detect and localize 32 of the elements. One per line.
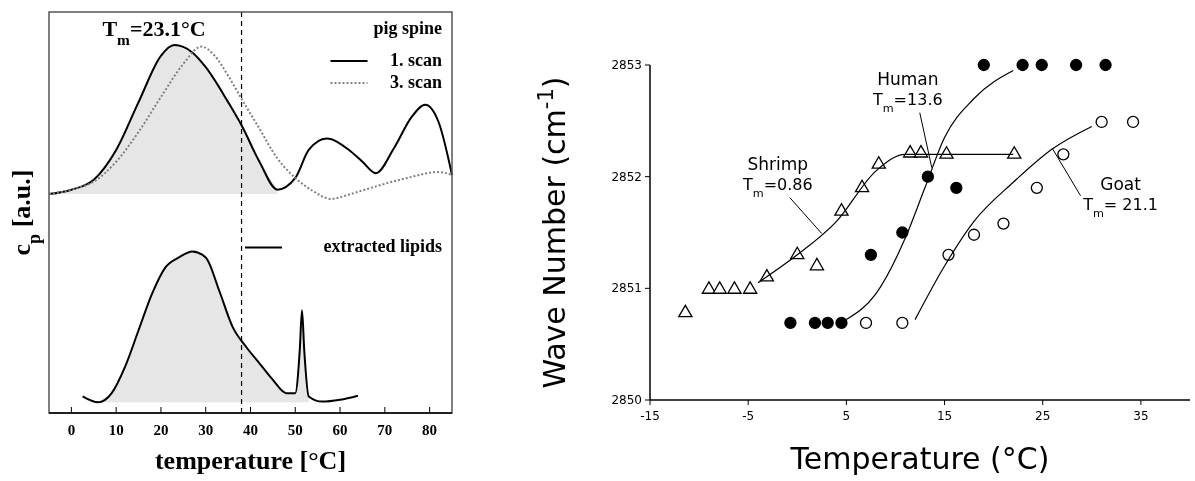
- x-tick-label: 50: [287, 422, 303, 438]
- x-tick-label: -5: [742, 409, 755, 423]
- y-tick-label: 2853: [611, 58, 642, 72]
- x-tick-label: 35: [1133, 409, 1149, 423]
- x-tick-label: 10: [108, 422, 124, 438]
- y-tick-label: 2852: [611, 169, 642, 184]
- text: Goat: [1100, 173, 1142, 194]
- legend-title: pig spine: [373, 18, 443, 38]
- x-tick-label: 15: [936, 409, 953, 423]
- y-tick-label: 2850: [611, 393, 642, 407]
- x-tick-label: 5: [842, 409, 851, 423]
- x-tick-label: 70: [377, 422, 393, 438]
- legend-label: 3. scan: [389, 72, 442, 92]
- x-tick-label: 60: [332, 422, 348, 438]
- y-tick-label: 2851: [611, 281, 642, 296]
- text: Human: [877, 68, 939, 89]
- annotation: T$_{m}$=13.6: [871, 89, 943, 115]
- x-tick-label: 40: [243, 422, 258, 438]
- annotation: T$_{m}$=23.1°C: [102, 16, 206, 48]
- legend-label: 1. scan: [389, 50, 442, 70]
- x-axis-title: temperature [°C]: [154, 446, 347, 475]
- annotation: T$_{m}$= 21.1: [1082, 194, 1158, 220]
- x-tick-label: 0: [67, 422, 76, 438]
- x-tick-label: 25: [1035, 409, 1051, 423]
- x-tick-label: 20: [153, 422, 169, 438]
- x-tick-label: 30: [198, 422, 214, 438]
- legend-label: extracted lipids: [323, 236, 442, 257]
- annotation: T$_{m}$=0.86: [741, 174, 813, 200]
- x-axis-title: Temperature (°C): [789, 441, 1050, 476]
- x-tick-label: 80: [422, 422, 438, 438]
- x-tick-label: -15: [640, 409, 660, 423]
- text: Shrimp: [747, 153, 809, 174]
